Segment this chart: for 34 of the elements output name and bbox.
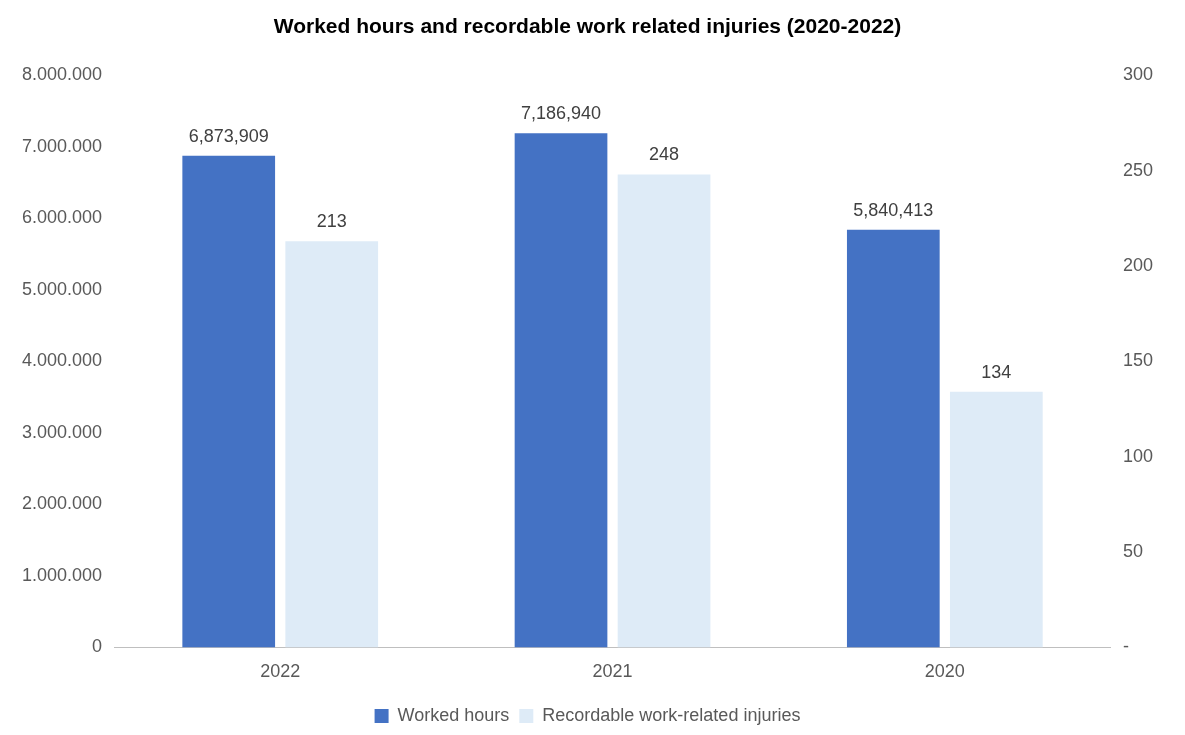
y-tick-label: 6.000.000	[22, 207, 103, 228]
data-label: 248	[649, 144, 680, 165]
x-tick-label: 2020	[924, 661, 965, 682]
x-tick-label: 2021	[592, 661, 633, 682]
y-tick-label: 0	[92, 636, 103, 657]
y-tick-label: 2.000.000	[22, 493, 103, 514]
data-label: 5,840,413	[853, 199, 934, 220]
y2-tick-label: 300	[1122, 64, 1154, 85]
x-tick-label: 2022	[260, 661, 301, 682]
bar	[285, 241, 379, 648]
y2-tick-label: 150	[1122, 350, 1154, 371]
data-label: 134	[981, 361, 1012, 382]
y2-tick-label: 100	[1122, 445, 1154, 466]
bar	[949, 391, 1043, 648]
data-label: 7,186,940	[520, 103, 602, 124]
legend-label: Recordable work-related injuries	[542, 704, 801, 725]
bar	[182, 155, 276, 648]
y-tick-label: 4.000.000	[22, 350, 103, 371]
y2-tick-label: 250	[1122, 159, 1154, 180]
y2-tick-label: -	[1122, 636, 1129, 657]
bar	[617, 174, 711, 648]
bar	[514, 133, 608, 648]
y-tick-label: 5.000.000	[22, 278, 103, 299]
data-label: 213	[316, 211, 347, 232]
chart-title: Worked hours and recordable work related injuries (2020-2022)	[273, 14, 902, 38]
y2-tick-label: 200	[1122, 254, 1154, 275]
legend-label: Worked hours	[397, 704, 510, 725]
y2-tick-label: 50	[1122, 541, 1143, 561]
y-tick-label: 3.000.000	[22, 421, 103, 442]
y-tick-label: 7.000.000	[22, 135, 103, 156]
data-label: 6,873,909	[188, 125, 269, 146]
y-tick-label: 8.000.000	[22, 64, 103, 85]
bar	[846, 229, 940, 648]
y-tick-label: 1.000.000	[22, 564, 103, 585]
